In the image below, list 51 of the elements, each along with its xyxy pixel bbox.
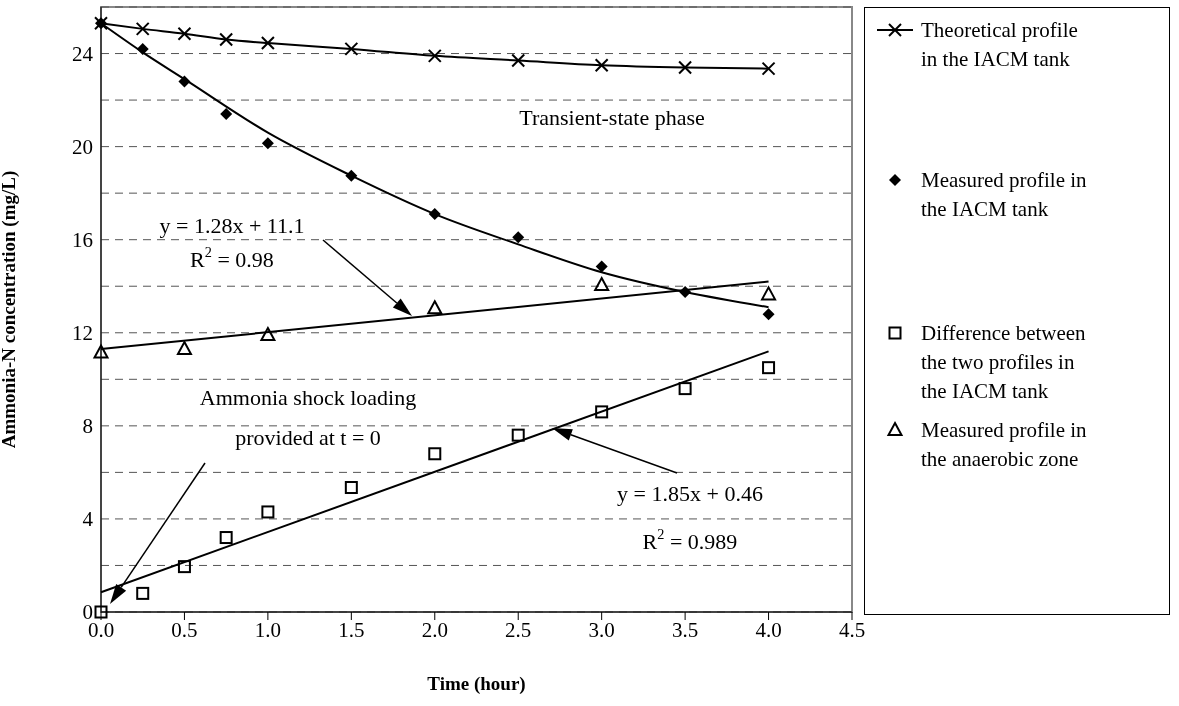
point [219,531,233,545]
x-axis-title: Time (hour) [427,673,526,695]
y-tick-label: 20 [72,135,93,160]
x-tick-label: 3.0 [588,617,615,642]
point [136,586,150,600]
x-tick-label: 4.0 [755,617,782,642]
point [93,344,109,359]
annotation: y = 1.28x + 11.1 R$^{2}$ = 0.98 [159,213,305,273]
point [595,260,608,273]
y-tick-label: 12 [72,321,93,346]
point [512,231,525,244]
x-tick-label: 2.0 [421,617,448,642]
point [511,428,525,442]
legend-label: Theoretical profile in the IACM tank [921,17,1079,73]
y-tick-label: 16 [72,228,93,253]
legend-label: Measured profile in the IACM tank [921,167,1088,223]
x-tick-label: 3.5 [671,617,699,642]
point [344,481,358,495]
point [345,169,358,182]
y-tick-label: 24 [72,41,94,66]
y-axis-title: Ammonia-N concentration (mg/L) [0,170,20,449]
x-tick-label: 2.5 [505,617,532,642]
x-tick-label: 0.5 [171,617,198,642]
point [594,277,610,292]
point [427,300,443,315]
point [176,341,192,356]
point [178,75,191,88]
legend-label: Difference between the two profiles in the IACM tank [921,320,1087,405]
point [428,208,441,221]
legend-label: Measured profile in the anaerobic zone [921,417,1088,473]
annotation: y = 1.85x + 0.46 R$^{2}$ = 0.989 [617,481,763,555]
y-tick-label: 4 [82,507,94,532]
point [679,286,692,299]
point [428,447,442,461]
point [762,361,776,375]
point [595,405,609,419]
point [762,308,775,321]
point [261,137,274,150]
point [761,286,777,301]
annotation: Transient-state phase [519,105,705,131]
x-tick-label: 1.5 [338,617,365,642]
point [260,327,276,342]
x-tick-label: 4.5 [838,617,866,642]
point [261,505,275,519]
point [177,560,191,574]
annotation: Ammonia shock loading provided at t = 0 [199,385,417,451]
point [678,382,692,396]
point [220,108,233,121]
y-tick-label: 8 [82,414,93,439]
point [136,42,149,55]
x-tick-label: 1.0 [254,617,282,642]
